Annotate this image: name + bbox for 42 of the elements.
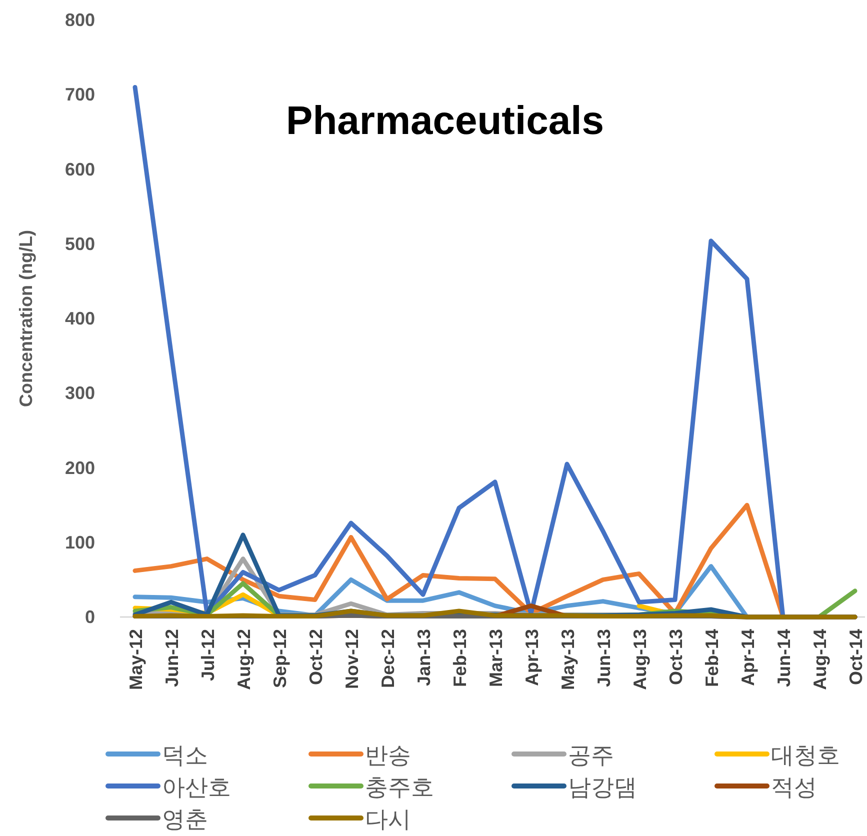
x-tick-label: May-12	[126, 629, 146, 690]
legend-label: 대청호	[771, 742, 840, 768]
legend-label: 다시	[365, 806, 411, 832]
y-tick-label: 400	[64, 308, 95, 328]
y-axis-title: Concentration (ng/L)	[16, 230, 36, 407]
x-tick-label: Jun-13	[594, 629, 614, 688]
y-tick-label: 100	[64, 532, 95, 552]
x-tick-label: Nov-12	[342, 629, 362, 690]
legend-label: 공주	[568, 742, 614, 768]
y-tick-label: 700	[64, 84, 95, 105]
x-tick-label: Mar-13	[486, 629, 506, 688]
y-tick-label: 800	[64, 10, 95, 30]
y-tick-label: 600	[64, 159, 95, 180]
x-tick-label: Dec-12	[378, 629, 398, 688]
x-tick-label: Jul-12	[198, 629, 218, 682]
x-tick-label: Aug-12	[234, 629, 254, 690]
x-tick-label: May-13	[558, 629, 578, 690]
x-tick-label: Feb-13	[450, 629, 470, 688]
legend-label: 적성	[771, 774, 817, 800]
x-tick-label: Aug-13	[630, 629, 650, 690]
x-tick-label: Apr-13	[522, 629, 542, 686]
x-tick-label: Oct-14	[846, 629, 866, 686]
x-tick-label: Jun-14	[774, 629, 794, 688]
y-tick-label: 500	[64, 234, 95, 254]
y-tick-label: 0	[84, 607, 95, 627]
y-tick-label: 200	[64, 458, 95, 478]
x-tick-label: Sep-12	[270, 629, 290, 688]
legend-label: 영춘	[162, 806, 208, 832]
legend-label: 덕소	[162, 742, 208, 768]
legend-label: 아산호	[162, 774, 231, 800]
legend-label: 반송	[365, 742, 411, 768]
legend-label: 충주호	[365, 774, 434, 800]
x-tick-label: Oct-13	[666, 629, 686, 686]
x-tick-label: Jun-12	[162, 629, 182, 688]
y-tick-label: 300	[64, 383, 95, 404]
x-tick-label: Oct-12	[306, 629, 326, 686]
x-tick-label: Apr-14	[738, 629, 758, 686]
x-tick-label: Feb-14	[702, 629, 722, 688]
legend-label: 남강댐	[568, 774, 637, 800]
text: Pharmaceuticals	[286, 99, 604, 143]
x-tick-label: Jan-13	[414, 629, 434, 686]
x-tick-label: Aug-14	[810, 629, 830, 690]
